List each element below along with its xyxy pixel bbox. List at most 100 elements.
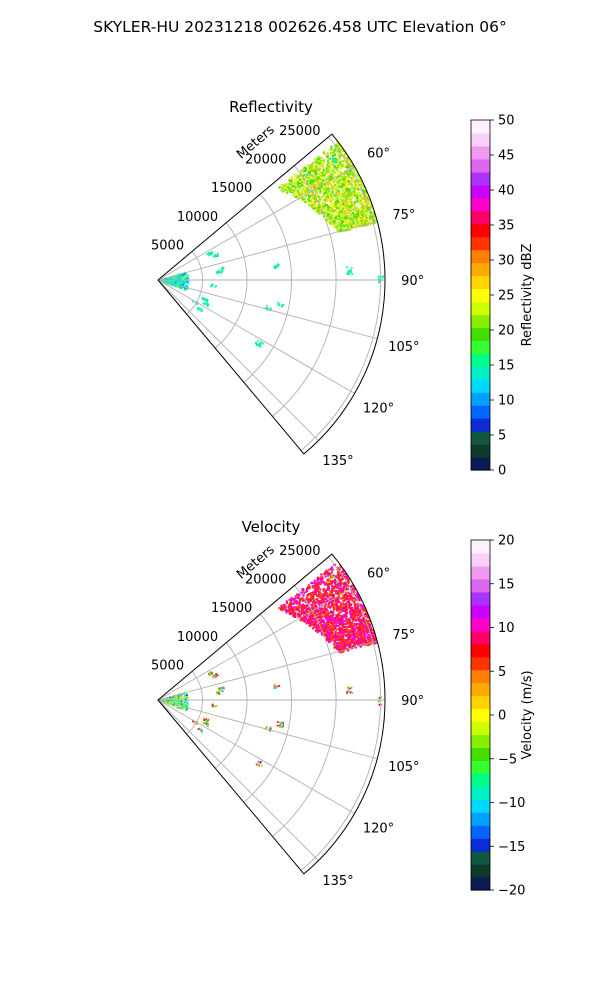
- echo-gate: [314, 624, 317, 627]
- radial-tick-label: 25000: [279, 124, 320, 139]
- echo-gate: [332, 612, 335, 615]
- echo-gate: [340, 602, 343, 605]
- echo-gate: [361, 213, 364, 216]
- echo-gate: [348, 618, 351, 621]
- echo-gate: [341, 189, 344, 192]
- echo-gate: [367, 616, 370, 619]
- echo-gate: [335, 618, 338, 622]
- azimuth-tick-label: 105°: [388, 760, 419, 775]
- echo-gate: [290, 597, 293, 600]
- echo-gate: [354, 179, 357, 183]
- echo-gate: [279, 722, 282, 725]
- echo-gate: [350, 621, 353, 624]
- echo-gate: [370, 211, 373, 215]
- echo-gate: [355, 188, 359, 191]
- echo-gate: [372, 635, 375, 638]
- echo-gate: [364, 213, 367, 216]
- echo-gate: [280, 604, 283, 607]
- colorbar-segment: [471, 656, 490, 671]
- echo-gate: [362, 208, 365, 211]
- echo-gate: [330, 147, 333, 150]
- echo-gate: [315, 620, 319, 623]
- echo-gate: [347, 224, 350, 227]
- range-ring: [214, 642, 248, 769]
- echo-gate: [179, 707, 182, 709]
- echo-gate: [325, 571, 328, 574]
- echo-gate: [183, 703, 186, 705]
- echo-gate: [333, 182, 336, 185]
- echo-gate: [282, 725, 284, 728]
- echo-gate: [329, 157, 332, 160]
- echo-gate: [316, 187, 320, 190]
- echo-gate: [219, 688, 221, 691]
- echo-gate: [339, 228, 342, 231]
- echo-gate: [342, 228, 345, 231]
- echo-gate: [278, 685, 281, 687]
- echo-gate: [206, 304, 209, 307]
- colorbar-segment: [471, 734, 490, 748]
- echo-gate: [322, 619, 325, 622]
- echo-gate: [312, 623, 315, 626]
- echo-gate: [350, 228, 353, 231]
- echo-gate: [167, 277, 170, 280]
- echo-gate: [307, 618, 310, 622]
- echo-gate: [348, 619, 351, 623]
- echo-gate: [260, 341, 262, 344]
- echo-gate: [342, 599, 345, 602]
- echo-gate: [289, 183, 292, 186]
- echo-gate: [314, 582, 317, 585]
- echo-gate: [326, 214, 329, 217]
- echo-gate: [327, 187, 330, 190]
- echo-gate: [317, 158, 320, 161]
- echo-gate: [322, 176, 325, 179]
- echo-gate: [342, 585, 345, 588]
- echo-gate: [365, 632, 368, 635]
- echo-gate: [330, 639, 333, 642]
- echo-gate: [355, 219, 358, 222]
- echo-gate: [307, 170, 310, 173]
- echo-gate: [208, 252, 211, 255]
- echo-gate: [312, 596, 315, 599]
- echo-gate: [355, 195, 358, 198]
- echo-gate: [333, 219, 336, 222]
- echo-gate: [306, 604, 309, 607]
- echo-gate: [357, 612, 361, 615]
- echo-gate: [192, 300, 194, 303]
- echo-gate: [324, 172, 327, 175]
- echo-gate: [334, 603, 337, 606]
- echo-gate: [366, 196, 369, 199]
- echo-gate: [174, 699, 177, 702]
- echo-gate: [357, 625, 360, 628]
- echo-gate: [324, 627, 327, 630]
- echo-gate: [340, 226, 343, 230]
- echo-gate: [311, 180, 314, 183]
- echo-gate: [353, 201, 357, 204]
- echo-gate: [348, 217, 351, 220]
- echo-gate: [347, 167, 350, 170]
- echo-gate: [336, 205, 339, 208]
- echo-gate: [335, 167, 338, 170]
- echo-gate: [336, 199, 339, 203]
- echo-gate: [194, 721, 197, 724]
- echo-gate: [309, 600, 312, 603]
- echo-gate: [331, 213, 334, 217]
- echo-gate: [297, 594, 300, 598]
- echo-gate: [330, 637, 333, 640]
- echo-gate: [296, 605, 299, 608]
- azimuth-tick-label: 135°: [322, 454, 353, 469]
- echo-gate: [317, 610, 320, 613]
- echo-gate: [359, 632, 362, 635]
- echo-gate: [316, 610, 319, 614]
- echo-gate: [168, 700, 171, 703]
- echo-gate: [182, 697, 185, 700]
- echo-gate: [340, 646, 343, 649]
- echo-gate: [378, 280, 380, 283]
- echo-gate: [169, 701, 172, 704]
- echo-gate: [335, 636, 338, 639]
- echo-gate: [347, 689, 350, 692]
- echo-gate: [205, 299, 208, 301]
- echo-gate: [346, 222, 349, 225]
- echo-gate: [300, 197, 303, 200]
- echo-gate: [378, 704, 381, 706]
- echo-gate: [362, 625, 365, 628]
